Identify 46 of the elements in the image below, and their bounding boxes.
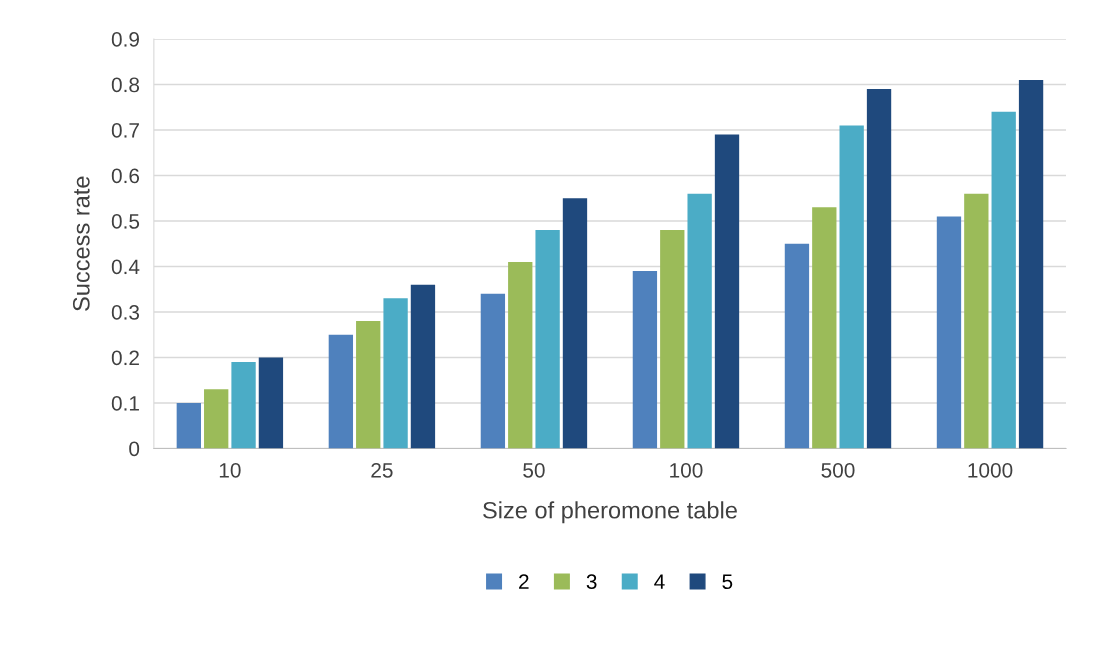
bar <box>204 389 229 449</box>
bar <box>660 230 685 449</box>
bar <box>480 293 506 449</box>
bar <box>258 357 284 449</box>
bar <box>231 362 256 449</box>
y-tick-label: 0.8 <box>111 77 140 93</box>
y-tick-label: 0.3 <box>111 305 140 320</box>
y-tick-label: 0.1 <box>111 396 139 411</box>
y-tick-label: 0.9 <box>111 32 139 47</box>
bar <box>936 216 962 449</box>
y-axis-title: Success rate <box>72 176 90 311</box>
bar <box>356 321 381 449</box>
x-axis-title: Size of pheromone table <box>483 501 737 524</box>
y-tick-label: 0.2 <box>111 350 139 366</box>
bar <box>410 284 436 449</box>
bar <box>991 111 1016 449</box>
y-tick-label: 0.6 <box>111 168 140 184</box>
bar <box>964 193 989 449</box>
legend-label: 3 <box>586 574 597 590</box>
bar <box>714 134 740 449</box>
bar <box>632 271 658 449</box>
y-tick-label: 0.4 <box>111 259 140 275</box>
legend-label: 4 <box>654 574 665 589</box>
x-tick-label: 10 <box>219 462 241 478</box>
x-tick-label: 100 <box>670 462 703 478</box>
y-tick-label: 0.5 <box>111 214 140 229</box>
bar <box>1018 79 1044 449</box>
bar <box>328 334 354 449</box>
legend-label: 5 <box>722 574 733 590</box>
bar <box>812 207 837 449</box>
bar <box>687 193 712 449</box>
y-tick-label: 0 <box>129 441 140 457</box>
x-tick-label: 50 <box>523 462 545 478</box>
x-tick-label: 1000 <box>968 462 1013 478</box>
bar <box>562 198 588 449</box>
x-tick-label: 500 <box>821 462 855 478</box>
bar <box>535 230 560 449</box>
bar <box>866 89 892 449</box>
bar <box>383 298 408 449</box>
bar <box>839 125 864 449</box>
legend-label: 2 <box>519 574 529 589</box>
x-tick-label: 25 <box>371 462 393 478</box>
bar <box>176 403 201 449</box>
bar <box>784 243 810 449</box>
bar <box>508 261 533 449</box>
y-tick-label: 0.7 <box>111 123 139 138</box>
